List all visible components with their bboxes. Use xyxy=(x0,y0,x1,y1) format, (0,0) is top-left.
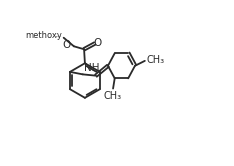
Text: methoxy: methoxy xyxy=(56,36,62,37)
Text: O: O xyxy=(94,38,102,48)
Text: NH: NH xyxy=(84,63,100,73)
Text: O: O xyxy=(62,40,70,50)
Text: methoxy: methoxy xyxy=(63,36,69,37)
Text: CH₃: CH₃ xyxy=(104,91,122,101)
Text: methoxy: methoxy xyxy=(25,31,62,40)
Text: methoxy: methoxy xyxy=(64,34,70,35)
Text: CH₃: CH₃ xyxy=(147,55,165,65)
